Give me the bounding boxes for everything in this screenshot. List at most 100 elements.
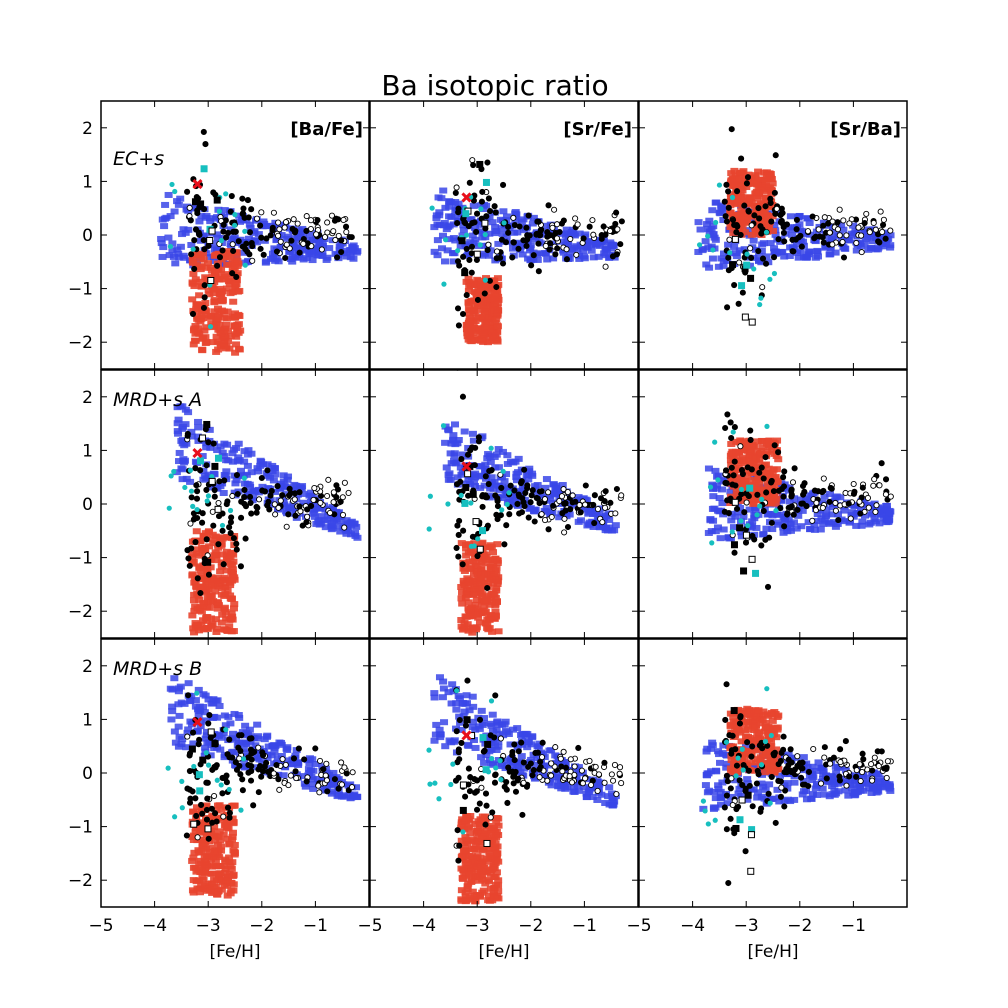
open-circle [887, 493, 894, 500]
filled-circle [459, 310, 467, 318]
model-red-cell [757, 184, 766, 191]
model-red-cell [464, 288, 473, 295]
model-red-cell [763, 448, 772, 455]
open-circle [606, 227, 614, 235]
cyan-circle [442, 237, 449, 243]
filled-circle [190, 516, 197, 523]
model-red-cell [470, 306, 479, 313]
filled-circle [200, 128, 207, 136]
open-circle [834, 226, 841, 233]
model-blue-cell [796, 237, 805, 244]
model-blue-cell [711, 467, 720, 474]
filled-circle [184, 188, 191, 195]
filled-circle [577, 509, 584, 516]
model-blue-cell [469, 703, 478, 710]
model-blue-cell [240, 732, 249, 739]
model-blue-cell [198, 232, 207, 239]
cyan-circle [191, 763, 197, 770]
model-blue-cell [866, 519, 875, 526]
filled-circle [479, 188, 486, 195]
model-blue-cell [698, 245, 707, 252]
open-circle [341, 764, 348, 771]
filled-circle [535, 240, 542, 247]
model-blue-cell [352, 784, 361, 791]
model-blue-cell [349, 793, 358, 800]
filled-circle [498, 236, 505, 243]
filled-circle [534, 218, 541, 225]
model-blue-cell [230, 489, 239, 496]
model-red-cell [230, 322, 239, 329]
model-red-cell [192, 868, 201, 875]
model-red-cell [733, 192, 742, 199]
model-blue-cell [882, 241, 891, 248]
model-red-cell [205, 604, 214, 611]
filled-circle [730, 216, 737, 224]
model-red-cell [229, 819, 238, 826]
column-label: [Sr/Fe] [563, 119, 632, 140]
y-tick-label: 2 [82, 388, 93, 408]
model-red-cell [473, 562, 482, 569]
model-blue-cell [460, 708, 469, 715]
model-red-cell [189, 625, 198, 632]
model-blue-cell [294, 759, 303, 766]
filled-square [211, 740, 219, 748]
model-blue-cell [178, 736, 187, 743]
model-blue-cell [220, 754, 229, 761]
model-red-cell [490, 292, 499, 299]
model-red-cell [217, 307, 226, 314]
model-blue-cell [271, 488, 280, 495]
model-red-cell [224, 276, 233, 283]
cyan-circle [204, 498, 210, 504]
model-red-cell [488, 312, 497, 319]
cyan-circle [216, 208, 223, 214]
model-blue-cell [268, 743, 277, 750]
filled-circle [210, 189, 217, 196]
model-blue-cell [715, 495, 724, 502]
open-circle [300, 240, 307, 247]
model-blue-cell [579, 247, 588, 254]
panel-r1-c2 [638, 369, 908, 639]
model-red-cell [729, 455, 738, 462]
model-red-cell [486, 611, 495, 618]
model-blue-cell [224, 457, 233, 464]
model-blue-cell [440, 719, 449, 726]
model-blue-cell [561, 232, 570, 239]
model-blue-cell [434, 194, 443, 201]
cyan-circle [240, 756, 247, 762]
model-blue-cell [480, 482, 489, 489]
cyan-circle [744, 251, 750, 257]
model-blue-cell [451, 421, 460, 428]
model-red-cell [483, 339, 492, 346]
model-red-cell [478, 556, 487, 563]
cyan-circle [169, 181, 175, 188]
model-blue-cell [715, 209, 724, 216]
cyan-circle [482, 277, 489, 283]
filled-circle [234, 490, 241, 498]
filled-circle [255, 789, 262, 796]
model-blue-cell [209, 696, 218, 703]
model-blue-cell [279, 499, 288, 506]
model-red-cell [216, 568, 225, 575]
filled-circle [591, 519, 598, 527]
open-circle [847, 515, 854, 522]
filled-circle [282, 254, 289, 262]
model-red-cell [215, 276, 224, 283]
y-tick-label: −1 [68, 818, 93, 838]
filled-circle [732, 482, 739, 489]
filled-circle [781, 523, 788, 530]
model-red-cell [207, 267, 216, 274]
open-circle [567, 235, 574, 243]
observation-points [426, 370, 625, 592]
open-circle [272, 511, 279, 518]
filled-circle [492, 492, 499, 499]
model-blue-cell [759, 531, 768, 538]
model-blue-cell [351, 529, 360, 536]
model-red-cell [221, 334, 230, 341]
model-red-cell [212, 807, 221, 814]
filled-circle [291, 229, 299, 236]
model-blue-cell [449, 258, 458, 265]
model-blue-cell [763, 511, 772, 518]
model-blue-cell [747, 523, 756, 530]
open-circle [618, 492, 625, 499]
model-red-cell [476, 584, 485, 591]
